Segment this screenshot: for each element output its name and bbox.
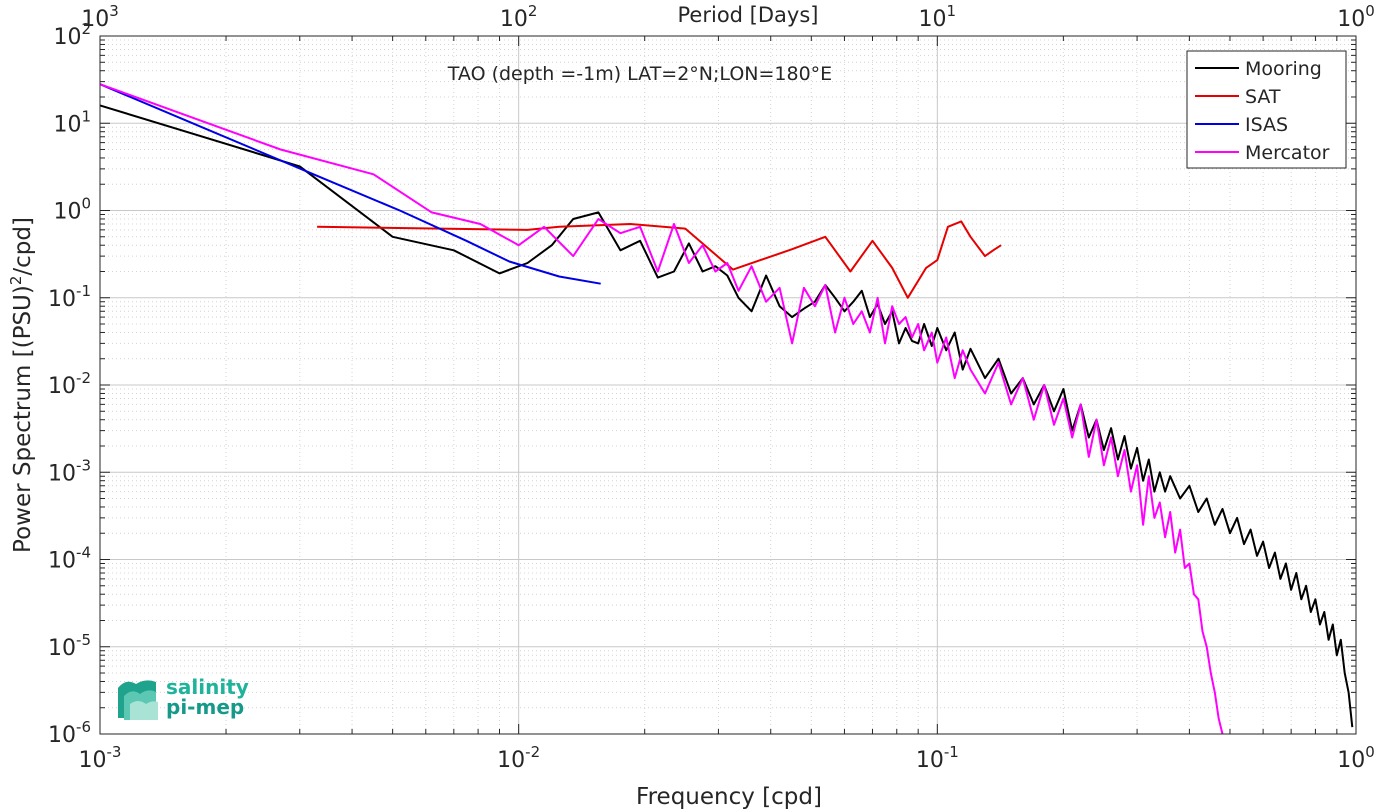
legend-label: Mercator — [1245, 142, 1330, 164]
y-tick-label-base: 10 — [48, 636, 76, 661]
chart-title: TAO (depth =-1m) LAT=2°N;LON=180°E — [447, 63, 832, 85]
y-tick-label-exp: 0 — [81, 195, 91, 213]
y-tick-label-base: 10 — [48, 549, 76, 574]
series-layer — [99, 83, 1354, 735]
y-tick-label-base: 10 — [53, 200, 81, 225]
y-tick-label: 10-3 — [48, 456, 91, 486]
top-tick-label-exp: 2 — [528, 2, 538, 20]
logo-line-2: pi-mep — [166, 695, 244, 719]
top-axis-label: Period [Days] — [678, 3, 819, 27]
x-tick-label-base: 10 — [79, 748, 107, 773]
top-tick-label-base: 10 — [500, 7, 528, 32]
y-tick-label-exp: -6 — [76, 718, 91, 736]
y-tick-label-base: 10 — [53, 112, 81, 137]
y-tick-label: 10-2 — [48, 369, 91, 399]
series-line-isas — [99, 83, 601, 285]
y-tick-label-base: 10 — [48, 287, 76, 312]
logo: salinity pi-mep — [118, 675, 249, 720]
y-tick-label-exp: -3 — [76, 456, 91, 474]
legend-label: ISAS — [1245, 114, 1288, 136]
legend-label: SAT — [1245, 86, 1281, 108]
x-tick-label: 10-3 — [79, 743, 122, 773]
y-tick-label-exp: -5 — [76, 631, 91, 649]
y-tick-label-base: 10 — [53, 25, 81, 50]
top-tick-label-base: 10 — [1337, 7, 1365, 32]
y-axis-label-sup: 2 — [7, 276, 25, 286]
top-tick-label-base: 10 — [81, 7, 109, 32]
top-tick-label-base: 10 — [919, 7, 947, 32]
top-tick-label-exp: 1 — [947, 2, 957, 20]
series-line-mercator — [99, 83, 1224, 735]
x-tick-label-base: 10 — [497, 748, 525, 773]
legend-label: Mooring — [1245, 58, 1322, 80]
y-tick-label-exp: -2 — [76, 369, 91, 387]
x-tick-label-exp: 0 — [1365, 743, 1375, 761]
y-tick-label: 10-1 — [48, 282, 91, 312]
y-tick-label-base: 10 — [48, 374, 76, 399]
major-grid — [99, 35, 1357, 735]
y-tick-label-exp: 2 — [81, 20, 91, 38]
legend: Mooring SAT ISAS Mercator — [1186, 50, 1347, 169]
x-tick-label-base: 10 — [1337, 748, 1365, 773]
legend-box — [1186, 50, 1347, 169]
y-tick-label: 100 — [53, 195, 91, 225]
logo-waves-icon-3 — [130, 701, 158, 720]
y-tick-label-exp: 1 — [81, 107, 91, 125]
x-tick-label-base: 10 — [916, 748, 944, 773]
y-tick-label-base: 10 — [48, 723, 76, 748]
x-axis-label: Frequency [cpd] — [636, 784, 822, 809]
logo-line-1: salinity — [166, 675, 249, 699]
y-tick-label-exp: -1 — [76, 282, 91, 300]
series-line-sat — [317, 220, 1002, 299]
y-tick-label: 10-6 — [48, 718, 91, 748]
y-tick-label-base: 10 — [48, 461, 76, 486]
x-tick-label: 10-2 — [497, 743, 540, 773]
y-axis-label-tail: /cpd] — [10, 217, 36, 276]
x-tick-label-exp: -3 — [107, 743, 122, 761]
top-tick-label: 101 — [919, 2, 957, 32]
x-tick-label: 10-1 — [916, 743, 959, 773]
y-tick-label-exp: -4 — [76, 544, 91, 562]
top-tick-label: 102 — [500, 2, 538, 32]
x-tick-label: 100 — [1337, 743, 1375, 773]
ticks-layer — [99, 35, 1357, 735]
tick-labels: 10-3 10-2 10-1 10010-610-510-410-310-210-11… — [48, 2, 1375, 773]
y-axis-label: Power Spectrum [(PSU)2/cpd] — [7, 217, 36, 553]
top-tick-label: 100 — [1337, 2, 1375, 32]
top-tick-label: 103 — [81, 2, 119, 32]
y-tick-label: 102 — [53, 20, 91, 50]
top-tick-label-exp: 0 — [1365, 2, 1375, 20]
y-tick-label: 10-5 — [48, 631, 91, 661]
x-tick-label-exp: -1 — [944, 743, 959, 761]
y-tick-label: 101 — [53, 107, 91, 137]
x-tick-label-exp: -2 — [525, 743, 540, 761]
series-line-mooring — [99, 104, 1354, 728]
top-tick-label-exp: 3 — [109, 2, 119, 20]
y-axis-label-main: Power Spectrum [(PSU) — [10, 285, 36, 553]
y-tick-label: 10-4 — [48, 544, 91, 574]
